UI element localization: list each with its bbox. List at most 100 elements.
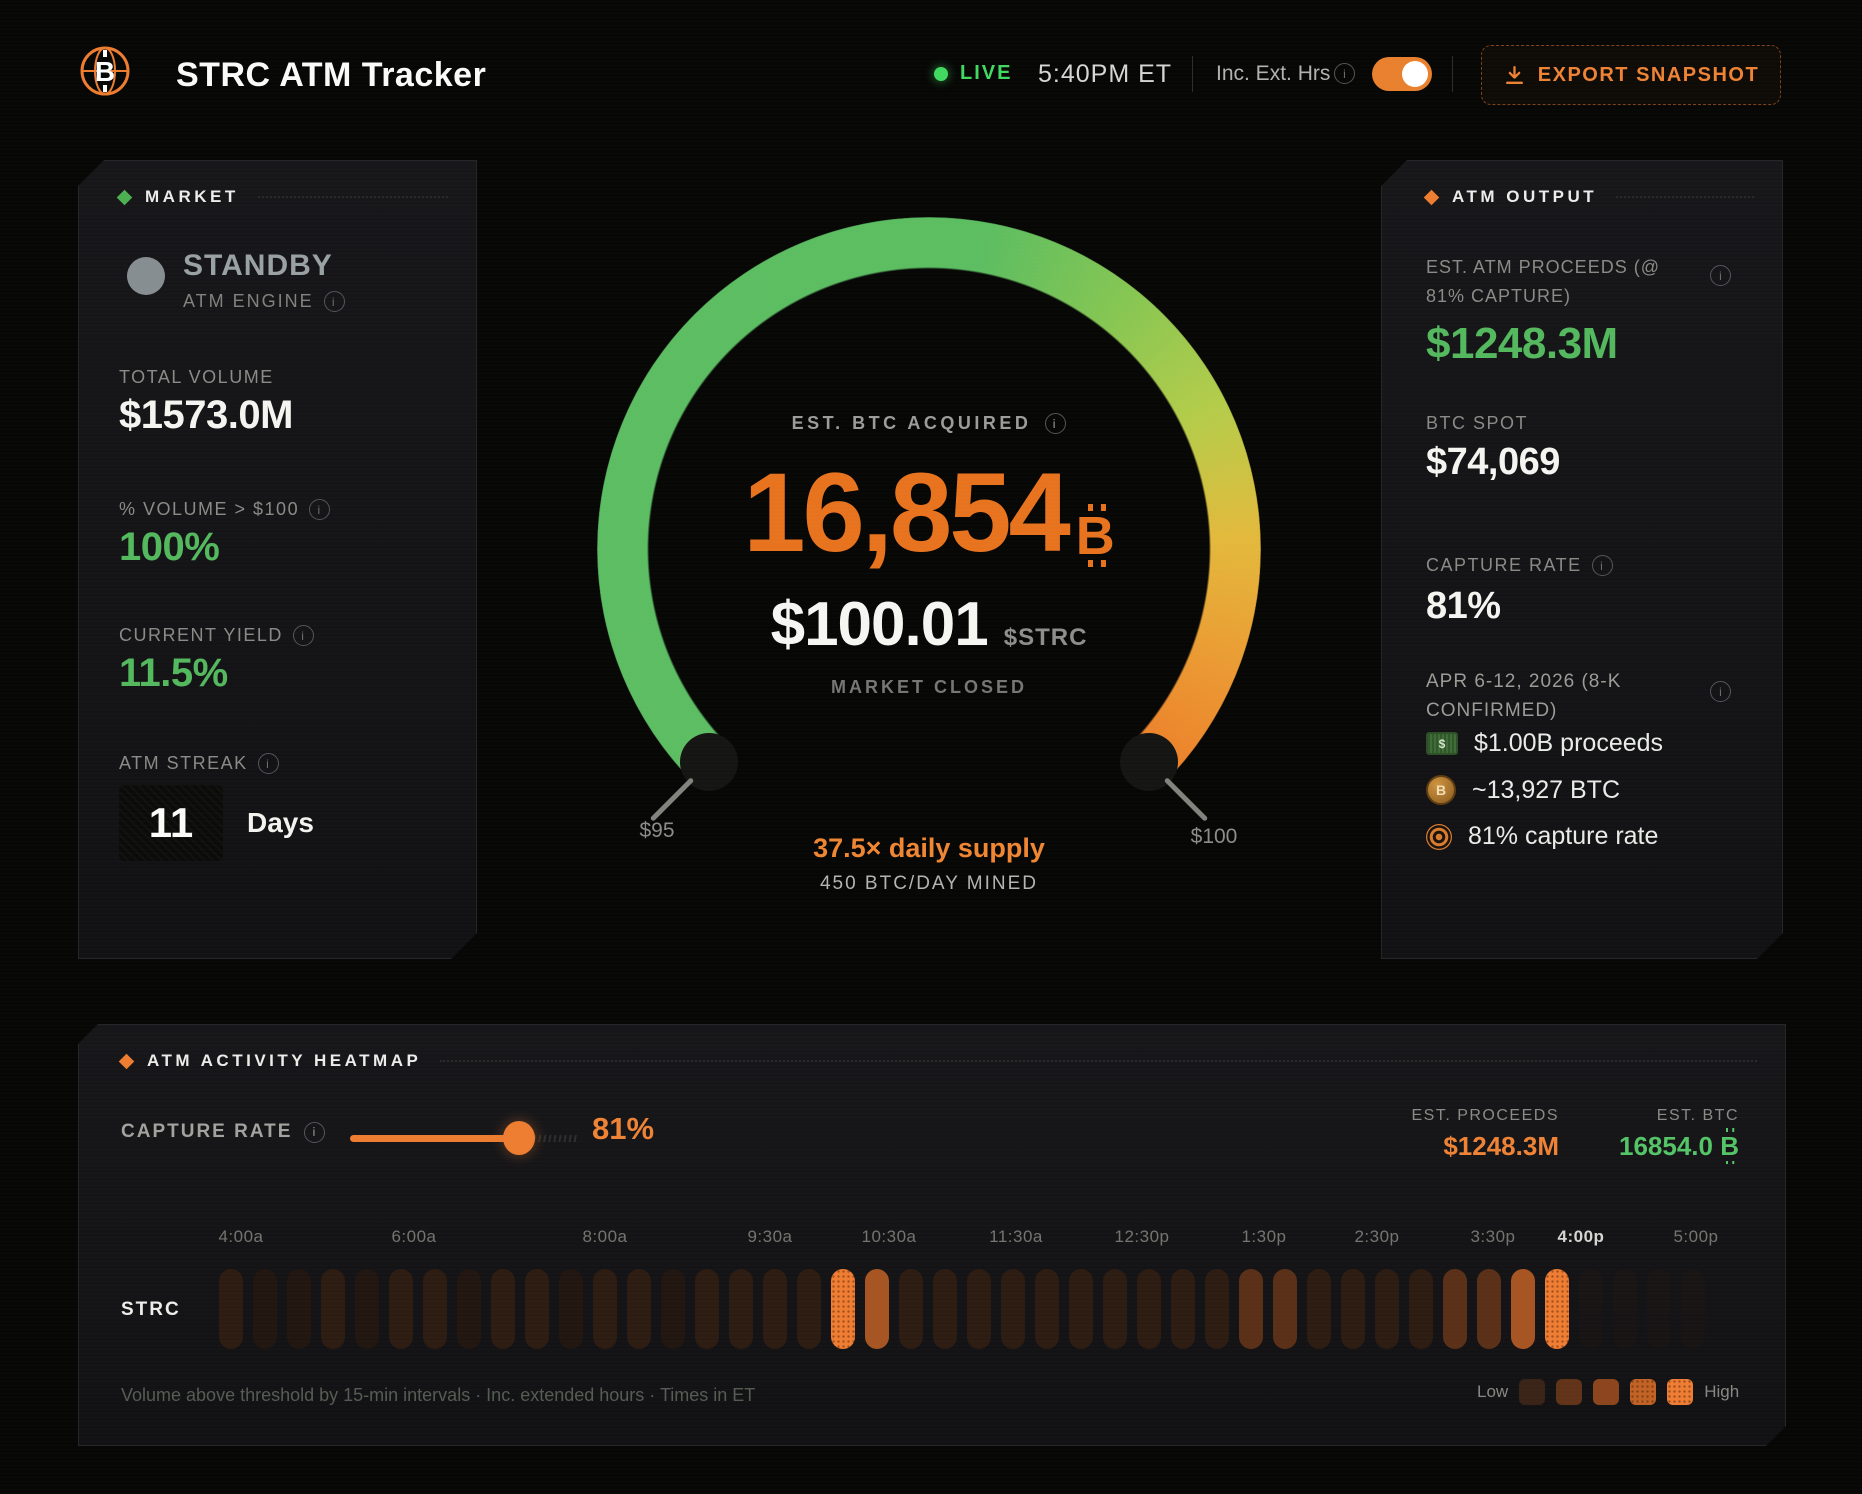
heatmap-cell[interactable] [593,1269,617,1349]
capture-rate-value: 81% [1426,585,1501,627]
gauge-label-row: EST. BTC ACQUIRED i [597,413,1261,434]
heatmap-cell[interactable] [831,1269,855,1349]
est-proceeds-value: $1248.3M [1443,1131,1559,1161]
heatmap-cell[interactable] [627,1269,651,1349]
heatmap-capture-label-text: CAPTURE RATE [121,1121,293,1142]
heatmap-cell[interactable] [1681,1269,1705,1349]
heatmap-cell[interactable] [1069,1269,1093,1349]
time-label: 3:30p [1470,1227,1516,1246]
heatmap-cell[interactable] [1545,1269,1569,1349]
heatmap-cell[interactable] [1035,1269,1059,1349]
yield-info-icon[interactable]: i [293,625,314,646]
heatmap-cell[interactable] [1647,1269,1671,1349]
capture-rate-slider-knob[interactable] [503,1121,535,1155]
heatmap-cell[interactable] [321,1269,345,1349]
app-logo: B [78,44,132,103]
pct-volume-value: 100% [119,525,220,569]
heatmap-cell[interactable] [559,1269,583,1349]
heatmap-cell[interactable] [491,1269,515,1349]
heatmap-cell[interactable] [1103,1269,1127,1349]
heatmap-cell[interactable] [1443,1269,1467,1349]
capture-rate-slider-track[interactable] [350,1135,518,1142]
heatmap-cell[interactable] [1273,1269,1297,1349]
btc-mined-line: 450 BTC/DAY MINED [819,873,1039,894]
market-panel-title: MARKET [145,187,239,206]
heatmap-cell[interactable] [1239,1269,1263,1349]
header-divider [1192,56,1193,92]
heatmap-cell[interactable] [1205,1269,1229,1349]
heatmap-row-label: STRC [121,1299,181,1320]
atm-activity-heatmap-panel: ATM ACTIVITY HEATMAP CAPTURE RATE i 81% … [78,1024,1786,1446]
btc-symbol-icon: B [1075,503,1115,568]
pct-volume-label-text: % VOLUME > $100 [119,499,300,519]
heatmap-cell[interactable] [1579,1269,1603,1349]
legend-swatch [1519,1379,1545,1405]
heatmap-cell[interactable] [219,1269,243,1349]
heatmap-cell[interactable] [695,1269,719,1349]
live-status: LIVE [934,62,1012,85]
heatmap-cell[interactable] [1341,1269,1365,1349]
dotted-rule [440,1060,1757,1062]
time-label: 4:00p [1557,1227,1605,1246]
heatmap-cell[interactable] [1375,1269,1399,1349]
export-snapshot-button[interactable]: EXPORT SNAPSHOT [1481,45,1781,105]
heatmap-cell[interactable] [763,1269,787,1349]
atm-streak-label-text: ATM STREAK [119,753,248,773]
legend-swatch [1667,1379,1693,1405]
time-label: 9:30a [747,1227,793,1246]
heatmap-cell[interactable] [1511,1269,1535,1349]
engine-label: ATM ENGINE [183,291,314,311]
proceeds-label: EST. ATM PROCEEDS (@ 81% CAPTURE) [1426,257,1660,306]
current-yield-label: CURRENT YIELD i [119,625,314,646]
time-label: 12:30p [1114,1227,1170,1246]
capture-rate-info-icon[interactable]: i [1592,555,1613,576]
page-title: STRC ATM Tracker [176,56,487,94]
heatmap-cell[interactable] [1613,1269,1637,1349]
heatmap-cell[interactable] [865,1269,889,1349]
heatmap-cell[interactable] [1001,1269,1025,1349]
btc-spot-value: $74,069 [1426,441,1560,483]
heatmap-cell[interactable] [661,1269,685,1349]
heatmap-cell[interactable] [1477,1269,1501,1349]
heatmap-cell[interactable] [1307,1269,1331,1349]
heatmap-cell[interactable] [253,1269,277,1349]
output-item: 81% capture rate [1426,822,1663,851]
ext-hours-info-icon[interactable]: i [1334,63,1355,84]
proceeds-info-icon[interactable]: i [1710,265,1731,286]
week-info-icon[interactable]: i [1710,681,1731,702]
heatmap-time-axis: 4:00a 6:00a 8:00a 9:30a 10:30a 11:30a 12:30p 1:… [79,1227,1785,1251]
heatmap-cell[interactable] [355,1269,379,1349]
streak-info-icon[interactable]: i [258,753,279,774]
heatmap-cell[interactable] [287,1269,311,1349]
btc-acquired-value: 16,854 [743,450,1071,575]
output-panel-title: ATM OUTPUT [1452,187,1598,206]
atm-output-panel: ATM OUTPUT EST. ATM PROCEEDS (@ 81% CAPT… [1381,160,1783,959]
pct-volume-info-icon[interactable]: i [309,499,330,520]
heatmap-cell[interactable] [967,1269,991,1349]
heatmap-cell[interactable] [1409,1269,1433,1349]
heatmap-cell[interactable] [1137,1269,1161,1349]
toggle-knob[interactable] [1402,61,1428,87]
gauge-info-icon[interactable]: i [1045,413,1067,434]
heatmap-cell[interactable] [899,1269,923,1349]
target-icon [1426,824,1452,850]
output-item: $ $1.00B proceeds [1426,729,1663,758]
legend-swatches [1519,1379,1693,1405]
heatmap-capture-info-icon[interactable]: i [304,1122,325,1143]
heatmap-cell[interactable] [525,1269,549,1349]
heatmap-cell[interactable] [729,1269,753,1349]
streak-counter: 11 [119,785,223,861]
heatmap-cell[interactable] [423,1269,447,1349]
heatmap-cell[interactable] [389,1269,413,1349]
heatmap-cell[interactable] [933,1269,957,1349]
heatmap-cell[interactable] [1171,1269,1195,1349]
total-volume-value: $1573.0M [119,393,293,437]
strc-ticker: $STRC [1003,624,1088,651]
price-row: $100.01 $STRC [597,589,1261,660]
time-label: 11:30a [989,1227,1043,1246]
ext-hours-toggle[interactable] [1372,57,1432,91]
heatmap-cell[interactable] [457,1269,481,1349]
legend-swatch [1630,1379,1656,1405]
engine-info-icon[interactable]: i [324,291,345,312]
heatmap-cell[interactable] [797,1269,821,1349]
